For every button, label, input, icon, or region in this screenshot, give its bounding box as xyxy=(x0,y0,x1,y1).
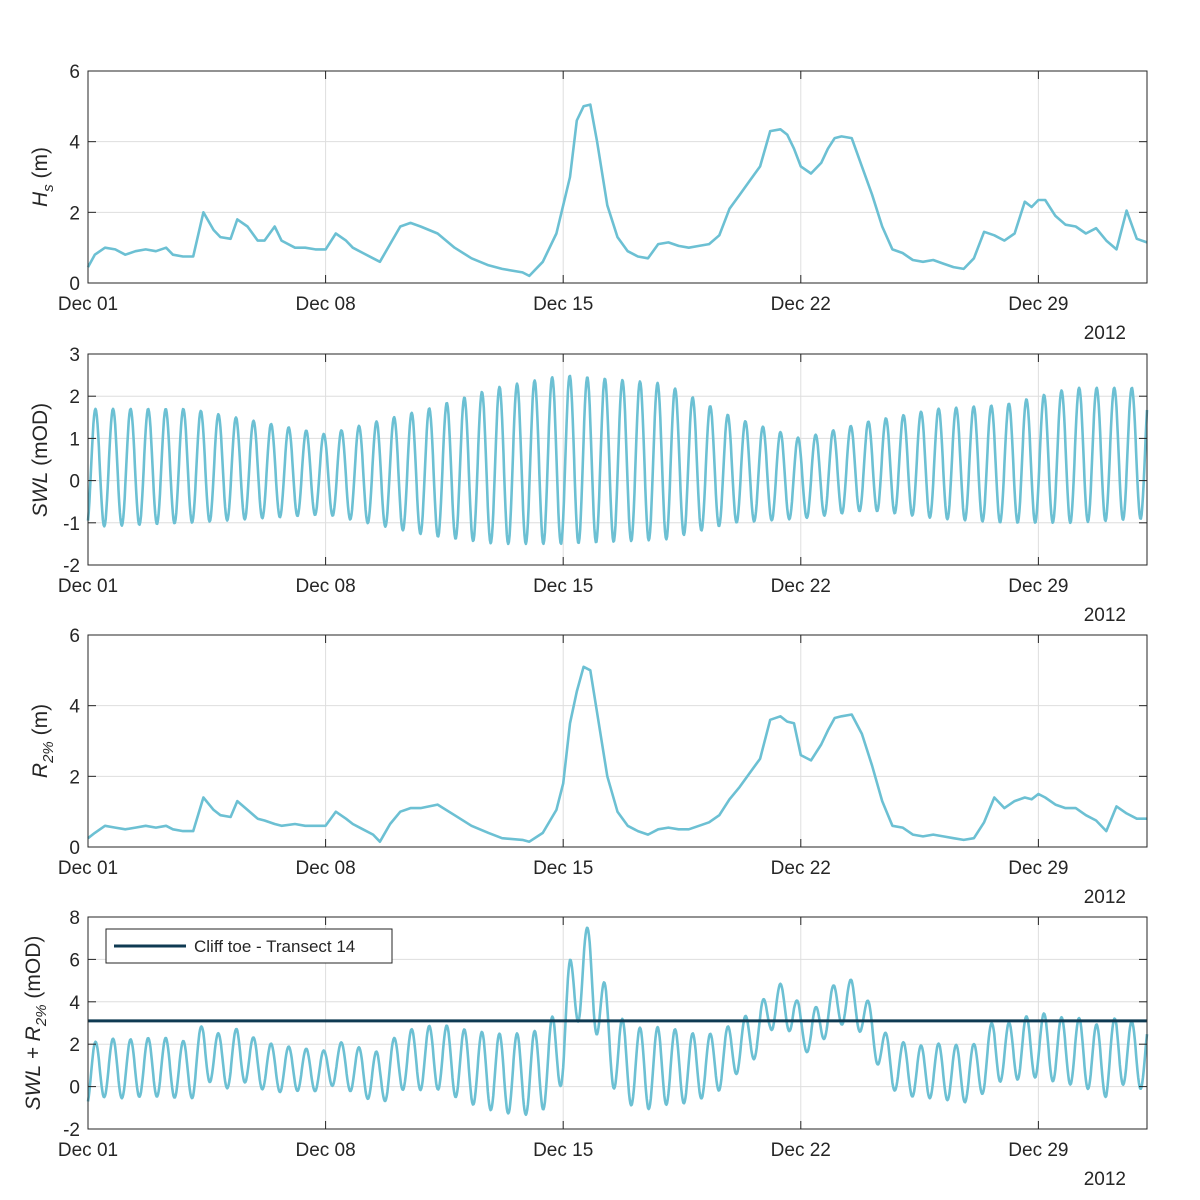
hs-x-tick-label-2: Dec 15 xyxy=(533,294,593,315)
swl-r2-year-label: 2012 xyxy=(1084,1169,1126,1190)
swl-year-label: 2012 xyxy=(1084,605,1126,626)
swl-x-tick-label-0: Dec 01 xyxy=(58,576,118,597)
swl-r2-x-tick-label-2: Dec 15 xyxy=(533,1140,593,1161)
swl-r2-x-tick-label-4: Dec 29 xyxy=(1008,1140,1068,1161)
swl-y-tick-label-5: 3 xyxy=(69,345,80,366)
hs-y-tick-label-3: 6 xyxy=(69,62,80,83)
hs-y-label-sub: s xyxy=(40,184,57,192)
r2-grid xyxy=(88,635,1147,847)
swl-x-tick-label-4: Dec 29 xyxy=(1008,576,1068,597)
swl-y-tick-label-4: 2 xyxy=(69,387,80,408)
hs-x-tick-label-3: Dec 22 xyxy=(771,294,831,315)
r2-y-label-main: R xyxy=(29,763,52,778)
r2-y-tick-label-3: 6 xyxy=(69,626,80,647)
legend: Cliff toe - Transect 14 xyxy=(105,928,393,964)
swl-y-tick-label-3: 1 xyxy=(69,429,80,450)
swl-r2-x-tick-label-0: Dec 01 xyxy=(58,1140,118,1161)
r2-x-tick-label-2: Dec 15 xyxy=(533,858,593,879)
swl-r2-panel: -2 0 2 4 6 8 Dec 01 Dec 08 Dec 15 Dec 22 Dec 29 2… xyxy=(22,908,1149,1190)
hs-y-label: Hs (m) xyxy=(29,147,57,207)
swl-r2-y-tick-label-0: -2 xyxy=(63,1120,80,1141)
swl-r2-y-ticks: -2 0 2 4 6 8 xyxy=(63,908,1147,1141)
swl-x-tick-label-2: Dec 15 xyxy=(533,576,593,597)
legend-label: Cliff toe - Transect 14 xyxy=(194,937,355,956)
swl-r2-series-line xyxy=(86,926,1149,1116)
r2-x-ticks: Dec 01 Dec 08 Dec 15 Dec 22 Dec 29 xyxy=(58,635,1068,879)
swl-r2-x-tick-label-3: Dec 22 xyxy=(771,1140,831,1161)
r2-axes-frame xyxy=(87,634,1148,848)
swl-y-ticks: -2 -1 0 1 2 3 xyxy=(63,345,1147,577)
swl-r2-x-ticks: Dec 01 Dec 08 Dec 15 Dec 22 Dec 29 xyxy=(58,917,1068,1161)
hs-axes-frame xyxy=(87,70,1148,284)
swl-r2-axes-frame xyxy=(87,916,1148,1130)
swl-x-tick-label-3: Dec 22 xyxy=(771,576,831,597)
hs-x-ticks: Dec 01 Dec 08 Dec 15 Dec 22 Dec 29 xyxy=(58,71,1068,315)
hs-series-line xyxy=(86,103,1148,278)
swl-r2-y-tick-label-2: 2 xyxy=(69,1035,80,1056)
hs-y-tick-label-1: 2 xyxy=(69,203,80,224)
hs-y-label-main: H xyxy=(29,191,52,207)
hs-x-tick-label-1: Dec 08 xyxy=(295,294,355,315)
swl-r2-y-label: SWL + R2% (mOD) xyxy=(22,936,50,1111)
r2-x-tick-label-3: Dec 22 xyxy=(771,858,831,879)
r2-panel: 0 2 4 6 Dec 01 Dec 08 Dec 15 Dec 22 Dec 29 2012… xyxy=(29,626,1148,908)
swl-y-label: SWL (mOD) xyxy=(29,403,52,517)
swl-r2-y-tick-label-3: 4 xyxy=(69,993,80,1014)
swl-series-line xyxy=(86,374,1149,546)
hs-y-tick-label-0: 0 xyxy=(69,274,80,295)
swl-x-tick-label-1: Dec 08 xyxy=(295,576,355,597)
r2-y-tick-label-2: 4 xyxy=(69,697,80,718)
hs-y-tick-label-2: 4 xyxy=(69,133,80,154)
swl-y-label-unit: (mOD) xyxy=(29,403,52,472)
hs-panel: 0 2 4 6 Dec 01 Dec 08 Dec 15 Dec 22 Dec 29 2012… xyxy=(29,62,1148,344)
swl-axes-frame xyxy=(87,353,1148,566)
hs-x-tick-label-0: Dec 01 xyxy=(58,294,118,315)
swl-y-tick-label-2: 0 xyxy=(69,472,80,493)
swl-y-tick-label-0: -2 xyxy=(63,556,80,577)
r2-y-ticks: 0 2 4 6 xyxy=(69,626,1147,859)
r2-y-label: R2% (m) xyxy=(29,704,57,778)
r2-year-label: 2012 xyxy=(1084,887,1126,908)
swl-x-ticks: Dec 01 Dec 08 Dec 15 Dec 22 Dec 29 xyxy=(58,354,1068,597)
r2-y-label-unit: (m) xyxy=(29,704,52,741)
swl-r2-y-label-main: SWL + R xyxy=(22,1026,45,1110)
hs-y-ticks: 0 2 4 6 xyxy=(69,62,1147,295)
r2-x-tick-label-1: Dec 08 xyxy=(295,858,355,879)
swl-r2-x-tick-label-1: Dec 08 xyxy=(295,1140,355,1161)
swl-y-label-main: SWL xyxy=(29,472,52,518)
r2-x-tick-label-0: Dec 01 xyxy=(58,858,118,879)
swl-r2-y-label-unit: (mOD) xyxy=(22,936,45,1005)
swl-r2-y-label-sub: 2% xyxy=(33,1004,50,1027)
swl-r2-y-tick-label-1: 0 xyxy=(69,1078,80,1099)
r2-x-tick-label-4: Dec 29 xyxy=(1008,858,1068,879)
hs-year-label: 2012 xyxy=(1084,323,1126,344)
hs-y-label-unit: (m) xyxy=(29,147,52,184)
swl-r2-y-tick-label-5: 8 xyxy=(69,908,80,929)
r2-y-tick-label-0: 0 xyxy=(69,838,80,859)
swl-y-tick-label-1: -1 xyxy=(63,514,80,535)
hs-axes-background xyxy=(88,71,1147,283)
r2-y-label-sub: 2% xyxy=(40,741,57,764)
swl-r2-y-tick-label-4: 6 xyxy=(69,950,80,971)
r2-series-line xyxy=(87,665,1147,843)
hs-grid xyxy=(88,71,1147,283)
r2-y-tick-label-1: 2 xyxy=(69,767,80,788)
hs-x-tick-label-4: Dec 29 xyxy=(1008,294,1068,315)
